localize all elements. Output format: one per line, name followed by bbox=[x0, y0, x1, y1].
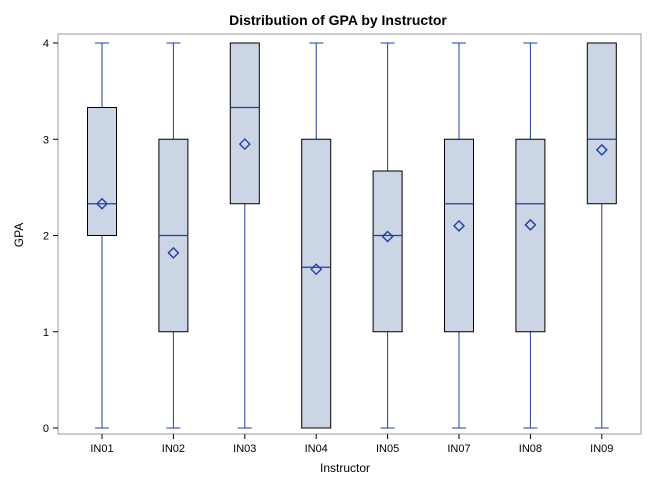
box-in05 bbox=[372, 42, 403, 429]
box-in09 bbox=[586, 42, 617, 429]
y-tick-label: 4 bbox=[43, 38, 49, 50]
iqr-box bbox=[586, 42, 617, 205]
mean-marker bbox=[595, 143, 608, 156]
chart-title: Distribution of GPA by Instructor bbox=[229, 12, 447, 28]
y-tick-label: 2 bbox=[43, 231, 49, 243]
x-tick-label: IN01 bbox=[90, 443, 113, 455]
box-in01 bbox=[87, 42, 117, 429]
mean-marker bbox=[238, 138, 251, 151]
box-in04 bbox=[301, 42, 332, 429]
box-in07 bbox=[444, 42, 474, 429]
iqr-box bbox=[87, 106, 117, 236]
box-series bbox=[87, 42, 617, 429]
x-tick-label: IN03 bbox=[233, 443, 256, 455]
mean-marker bbox=[381, 230, 394, 243]
x-tick-label: IN09 bbox=[590, 443, 613, 455]
mean-marker bbox=[453, 219, 465, 232]
y-tick-label: 0 bbox=[43, 423, 49, 435]
x-tick-label: IN07 bbox=[447, 443, 470, 455]
plot-frame bbox=[57, 33, 642, 435]
mean-marker bbox=[167, 246, 180, 259]
x-tick-label: IN02 bbox=[162, 443, 185, 455]
iqr-box bbox=[229, 42, 260, 205]
y-axis: 0 1 2 3 4 bbox=[43, 38, 58, 435]
mean-marker bbox=[310, 263, 323, 276]
x-axis: IN01 IN02 IN03 IN04 IN05 IN07 IN08 IN09 bbox=[90, 434, 613, 455]
x-axis-label: Instructor bbox=[320, 461, 370, 475]
x-tick-label: IN08 bbox=[519, 443, 542, 455]
iqr-box bbox=[372, 170, 403, 333]
x-tick-label: IN05 bbox=[376, 443, 399, 455]
box-in08 bbox=[515, 42, 546, 429]
box-in03 bbox=[229, 42, 260, 429]
box-in02 bbox=[158, 42, 189, 429]
mean-marker bbox=[524, 218, 537, 231]
mean-marker bbox=[96, 197, 108, 210]
iqr-box bbox=[444, 138, 474, 333]
y-tick-label: 1 bbox=[43, 327, 49, 339]
y-axis-label: GPA bbox=[12, 223, 26, 247]
iqr-box bbox=[515, 138, 546, 333]
y-tick-label: 3 bbox=[43, 134, 49, 146]
x-tick-label: IN04 bbox=[305, 443, 328, 455]
iqr-box bbox=[301, 138, 332, 429]
